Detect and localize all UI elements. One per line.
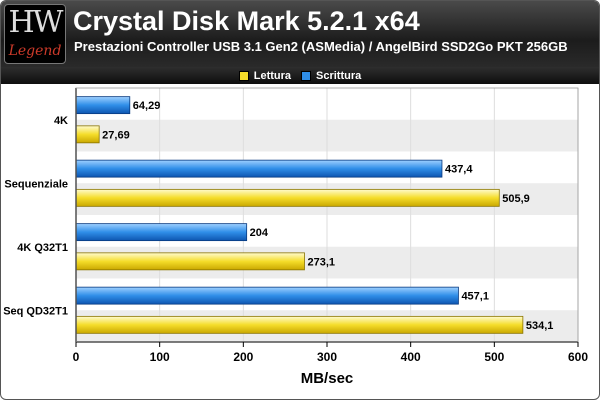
x-tick-label: 0 <box>73 350 80 364</box>
chart-legend: Lettura Scrittura <box>1 67 599 84</box>
data-label-lettura: 505,9 <box>502 193 530 205</box>
legend-swatch-lettura <box>238 70 249 81</box>
legend-item-lettura: Lettura <box>238 69 292 82</box>
legend-label-scrittura: Scrittura <box>316 69 362 82</box>
data-label-lettura: 273,1 <box>307 256 335 268</box>
x-tick-label: 600 <box>568 350 588 364</box>
bar-scrittura <box>75 286 459 305</box>
bar-lettura <box>75 315 524 334</box>
category-label: 4K <box>54 115 68 127</box>
data-label-scrittura: 437,4 <box>445 164 473 176</box>
bar-lettura <box>75 125 100 144</box>
bar-scrittura <box>75 96 131 115</box>
logo-hw-text: HW <box>8 5 64 40</box>
data-label-scrittura: 457,1 <box>461 291 489 303</box>
chart-title: Crystal Disk Mark 5.2.1 x64 <box>73 6 420 36</box>
hwlegend-logo: HW Legend <box>4 4 66 64</box>
data-label-lettura: 534,1 <box>526 320 554 332</box>
legend-bar: Lettura Scrittura <box>1 67 599 84</box>
logo-legend-text: Legend <box>8 43 62 59</box>
legend-swatch-scrittura <box>301 70 312 81</box>
category-label: Seq QD32T1 <box>3 305 68 317</box>
legend-label-lettura: Lettura <box>253 69 292 82</box>
category-label: Sequenziale <box>4 178 68 190</box>
data-label-scrittura: 64,29 <box>133 100 161 112</box>
category-label: 4K Q32T1 <box>17 242 68 254</box>
bar-lettura <box>75 188 500 207</box>
x-tick-label: 200 <box>233 350 253 364</box>
data-label-scrittura: 204 <box>250 227 269 239</box>
x-axis-label: MB/sec <box>301 370 354 387</box>
data-label-lettura: 27,69 <box>102 129 130 141</box>
bar-lettura <box>75 252 305 271</box>
chart-subtitle: Prestazioni Controller USB 3.1 Gen2 (ASM… <box>74 39 568 54</box>
x-tick-label: 300 <box>317 350 337 364</box>
bar-scrittura <box>75 159 443 178</box>
x-tick-label: 100 <box>150 350 170 364</box>
x-tick-label: 500 <box>484 350 504 364</box>
bar-scrittura <box>75 223 248 242</box>
chart-header: HW Legend Crystal Disk Mark 5.2.1 x64 Pr… <box>1 1 599 67</box>
x-tick-label: 400 <box>401 350 421 364</box>
legend-item-scrittura: Scrittura <box>301 70 361 82</box>
